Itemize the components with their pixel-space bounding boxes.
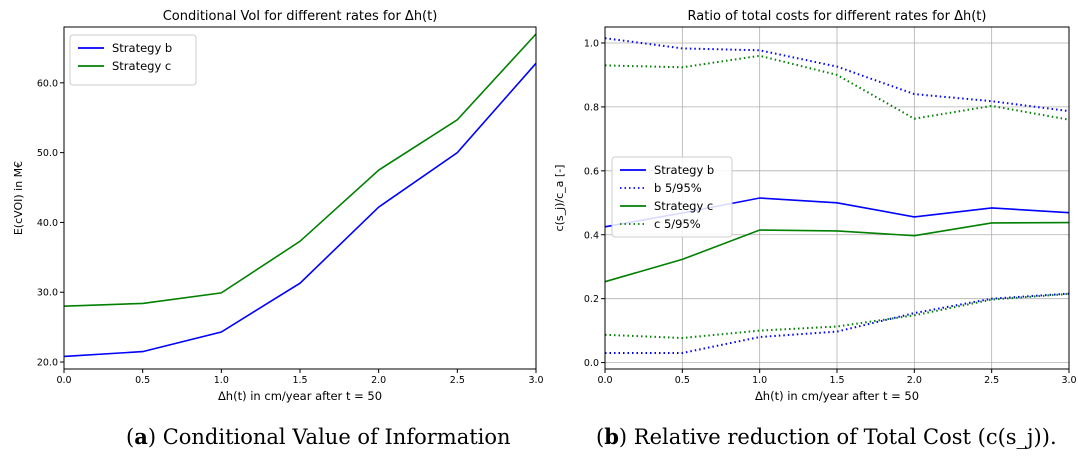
x-tick-label: 1.5 xyxy=(829,375,844,386)
y-tick-label: 0.6 xyxy=(584,166,599,177)
caption-b: (b) Relative reduction of Total Cost (c(… xyxy=(596,424,1057,449)
y-tick-label: 40.0 xyxy=(37,218,58,229)
legend-label: c 5/95% xyxy=(654,217,701,231)
series-line-band-4 xyxy=(605,292,1070,354)
x-tick-label: 3.0 xyxy=(528,375,543,386)
legend: Strategy b b 5/95% Strategy c c 5/95% xyxy=(611,156,733,238)
y-axis-label: c(s_j)/c_a [-] xyxy=(553,165,566,232)
series-line-strategy-c xyxy=(604,221,1070,283)
x-tick-label: 1.0 xyxy=(752,375,767,386)
x-tick-label: 0.5 xyxy=(675,375,690,386)
caption-a: (a) Conditional Value of Information xyxy=(126,424,511,449)
x-tick-label: 0.0 xyxy=(56,375,71,386)
series-line-c-5-95- xyxy=(604,54,1070,121)
x-tick-label: 1.0 xyxy=(214,375,229,386)
x-tick-label: 2.5 xyxy=(984,375,999,386)
x-tick-label: 2.0 xyxy=(371,375,386,386)
chart-conditional-voi: 0.0 0.5 1.0 1.5 2.0 2.5 3.0 20.0 30.0 40.0 50.0 60.… xyxy=(12,9,544,403)
x-tick-label: 2.5 xyxy=(450,375,465,386)
y-tick-label: 60.0 xyxy=(37,78,58,89)
y-tick-label: 50.0 xyxy=(37,148,58,159)
y-axis-label: E(cVOI) in M€ xyxy=(12,161,25,235)
caption-a-label: a xyxy=(134,424,148,449)
legend-label: Strategy c xyxy=(112,59,171,73)
caption-b-text: Relative reduction of Total Cost (c(s_j)… xyxy=(633,425,1057,449)
series-line-b-5-95- xyxy=(604,37,1070,113)
y-tick-label: 30.0 xyxy=(37,288,58,299)
y-tick-label: 20.0 xyxy=(37,358,58,369)
caption-a-text: Conditional Value of Information xyxy=(162,425,511,449)
y-tick-label: 0.8 xyxy=(584,102,599,113)
series-line-strategy-c xyxy=(63,33,537,307)
legend: Strategy b Strategy c xyxy=(69,34,197,86)
x-tick-label: 3.0 xyxy=(1061,375,1076,386)
legend-label: Strategy b xyxy=(654,163,714,177)
chart-ratio-total-costs: 0.0 0.5 1.0 1.5 2.0 2.5 3.0 0.0 0.2 0.4 0.6 0.8 1.0 R… xyxy=(553,9,1077,403)
caption-b-label: b xyxy=(604,424,619,449)
x-axis-label: Δh(t) in cm/year after t = 50 xyxy=(218,389,382,403)
legend-label: b 5/95% xyxy=(654,181,702,195)
y-tick-label: 0.4 xyxy=(584,230,599,241)
y-tick-label: 0.2 xyxy=(584,294,599,305)
chart-title: Conditional VoI for different rates for … xyxy=(163,9,438,24)
series-line-strategy-b xyxy=(63,62,537,358)
y-tick-label: 0.0 xyxy=(584,358,599,369)
chart-title: Ratio of total costs for different rates… xyxy=(688,9,987,24)
legend-label: Strategy c xyxy=(654,199,713,213)
x-axis-label: Δh(t) in cm/year after t = 50 xyxy=(755,389,919,403)
x-tick-label: 0.0 xyxy=(597,375,612,386)
legend-box xyxy=(611,156,733,238)
series-line-band-5 xyxy=(604,292,1070,340)
y-tick-label: 1.0 xyxy=(584,38,599,49)
x-tick-label: 2.0 xyxy=(907,375,922,386)
legend-label: Strategy b xyxy=(112,41,172,55)
x-tick-label: 0.5 xyxy=(135,375,150,386)
x-tick-label: 1.5 xyxy=(292,375,307,386)
